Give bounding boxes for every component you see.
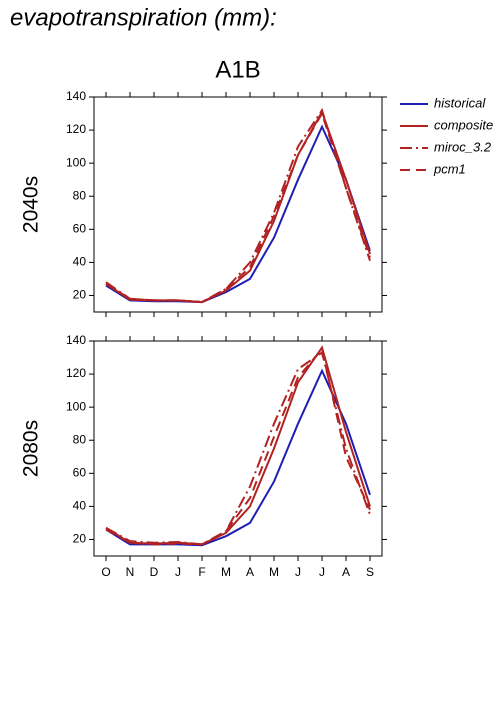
y-tick-label: 140 — [66, 333, 86, 347]
y-tick-label: 40 — [73, 255, 87, 269]
x-tick-label: M — [221, 565, 231, 579]
x-tick-label: D — [150, 565, 159, 579]
plot-frame — [93, 340, 383, 557]
y-tick-label: 20 — [73, 532, 87, 546]
page-title: evapotranspiration (mm): — [10, 4, 277, 31]
y-tick-label: 60 — [73, 221, 87, 235]
x-tick-label: N — [126, 565, 135, 579]
y-axis-label: 2080s — [20, 420, 43, 477]
y-tick-label: 100 — [66, 155, 86, 169]
y-axis-label: 2040s — [20, 176, 43, 233]
y-tick-label: 100 — [66, 399, 86, 413]
x-tick-label: M — [269, 565, 279, 579]
y-tick-label: 140 — [66, 89, 86, 103]
x-tick-label: J — [295, 565, 301, 579]
y-tick-label: 120 — [66, 122, 86, 136]
plot-frame — [93, 96, 383, 313]
data-line — [105, 347, 371, 546]
x-tick-label: O — [101, 565, 110, 579]
y-tick-label: 120 — [66, 366, 86, 380]
data-line — [105, 350, 371, 546]
y-tick-label: 60 — [73, 465, 87, 479]
x-tick-label: S — [366, 565, 374, 579]
y-tick-label: 20 — [73, 288, 87, 302]
x-tick-label: J — [319, 565, 325, 579]
chart-title: A1B — [215, 56, 260, 83]
y-tick-label: 80 — [73, 188, 87, 202]
data-line — [105, 124, 371, 304]
legend-label: historical — [434, 95, 486, 110]
x-tick-label: F — [198, 565, 205, 579]
y-tick-label: 40 — [73, 499, 87, 513]
legend-label: pcm1 — [433, 161, 466, 176]
legend-label: miroc_3.2 — [434, 139, 492, 154]
data-line — [105, 111, 371, 304]
y-tick-label: 80 — [73, 432, 87, 446]
x-tick-label: J — [175, 565, 181, 579]
x-tick-label: A — [246, 565, 254, 579]
x-tick-label: A — [342, 565, 350, 579]
legend-label: composite — [434, 117, 493, 132]
